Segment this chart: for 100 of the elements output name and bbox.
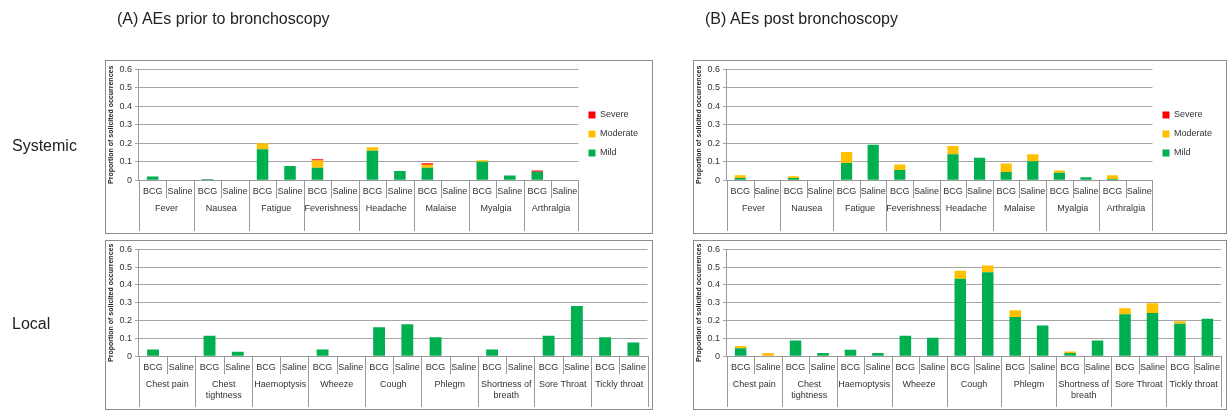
x-tick-label: Saline [332,186,358,197]
y-tick-label: 0.4 [707,100,720,111]
x-tick-label: BCG [1170,362,1190,373]
legend-label: Moderate [599,128,639,139]
text: Fatigue [844,203,875,214]
x-tick-label: Saline [807,186,833,197]
text: Sore Throat [539,379,587,390]
x-tick-label: BCG [199,362,220,373]
chart-title: (A) AEs prior to bronchoscopy [117,10,330,28]
y-tick-label: 0.2 [119,137,132,148]
x-tick-label: BCG [785,362,806,373]
text: Fever [154,203,178,214]
x-tick-label: BCG [362,186,383,197]
x-tick-label: BCG [143,362,163,373]
chart-title: (B) AEs post bronchoscopy [705,10,898,28]
x-tick-label: BCG [730,362,751,373]
text: Arthralgia [1106,203,1146,214]
x-tick-label: BCG [312,362,333,373]
y-tick-label: 0 [714,350,720,361]
text: Shortness of breath [1058,379,1110,401]
x-tick-label: Saline [755,362,781,373]
x-tick-label: Saline [222,186,248,197]
x-tick-label: BCG [836,186,857,197]
y-tick-label: 0.2 [707,137,720,148]
x-tick-label: Saline [338,362,364,373]
y-tick-label: 0.6 [119,63,132,74]
text: Chest pain [732,379,776,390]
x-tick-label: Saline [507,362,533,373]
text: Sore Throat [1115,379,1163,390]
y-tick-label: 0.1 [119,332,132,343]
x-tick-label: Saline [277,186,303,197]
text: Haemoptysis [838,379,891,390]
x-tick-label: BCG [595,362,615,373]
y-tick-label: 0 [714,174,720,185]
text: Tickly throat [1169,379,1219,390]
y-tick-label: 0.6 [707,243,720,254]
x-tick-label: Saline [451,362,477,373]
legend-label: Severe [599,109,629,120]
text: Cough [379,379,407,390]
text: Myalgia [1057,203,1089,214]
text: Chest pain [145,379,189,390]
text: Malaise [1003,203,1035,214]
x-tick-label: Saline [552,186,578,197]
text: Malaise [425,203,457,214]
text: Local [12,315,51,333]
x-tick-label: Saline [497,186,523,197]
x-tick-label: Saline [387,186,413,197]
x-tick-label: BCG [197,186,218,197]
y-tick-label: 0 [126,350,132,361]
legend-label: Moderate [1173,128,1213,139]
text: Headache [365,203,407,214]
x-tick-label: Saline [1085,362,1111,373]
x-tick-label: Saline [860,186,886,197]
y-tick-label: 0.6 [707,63,720,74]
y-tick-label: 0.4 [707,279,720,290]
text: Haemoptysis [254,379,307,390]
text: Wheeze [320,379,354,390]
x-tick-label: Saline [1020,186,1046,197]
x-tick-label: BCG [840,362,861,373]
x-tick-label: Saline [810,362,836,373]
legend-label: Mild [599,147,617,158]
y-tick-label: 0.1 [707,332,720,343]
x-tick-label: Saline [281,362,307,373]
x-tick-label: BCG [425,362,446,373]
y-tick-label: 0.2 [119,315,132,326]
x-tick-label: BCG [783,186,804,197]
text: Wheeze [902,379,936,390]
x-tick-label: Saline [564,362,590,373]
text: Feverishness [886,203,941,214]
x-tick-label: Saline [620,362,646,373]
x-tick-label: BCG [1060,362,1080,373]
y-tick-label: 0.3 [707,119,720,130]
x-tick-label: BCG [1102,186,1123,197]
text: Fatigue [261,203,292,214]
x-tick-label: BCG [996,186,1016,197]
x-tick-label: BCG [472,186,493,197]
x-tick-label: Saline [913,186,939,197]
y-tick-label: 0.4 [119,279,132,290]
x-tick-label: BCG [1049,186,1070,197]
x-tick-label: BCG [890,186,910,197]
text: Nausea [205,203,237,214]
x-tick-label: Saline [1073,186,1099,197]
x-tick-label: Saline [920,362,946,373]
y-tick-label: 0.5 [119,82,132,93]
x-tick-label: BCG [252,186,273,197]
x-tick-label: Saline [442,186,468,197]
y-tick-label: 0.1 [119,156,132,167]
x-tick-label: Saline [1126,186,1152,197]
text: Phlegm [1013,379,1045,390]
y-tick-label: 0.3 [707,297,720,308]
x-tick-label: BCG [527,186,548,197]
x-tick-label: Saline [168,362,194,373]
text: Systemic [12,137,77,155]
x-tick-label: Saline [865,362,891,373]
x-tick-label: BCG [1005,362,1025,373]
y-tick-label: 0.5 [707,261,720,272]
x-tick-label: BCG [950,362,971,373]
y-tick-label: 0.3 [119,297,132,308]
text: Tickly throat [595,379,644,390]
y-tick-label: 0.1 [707,156,720,167]
